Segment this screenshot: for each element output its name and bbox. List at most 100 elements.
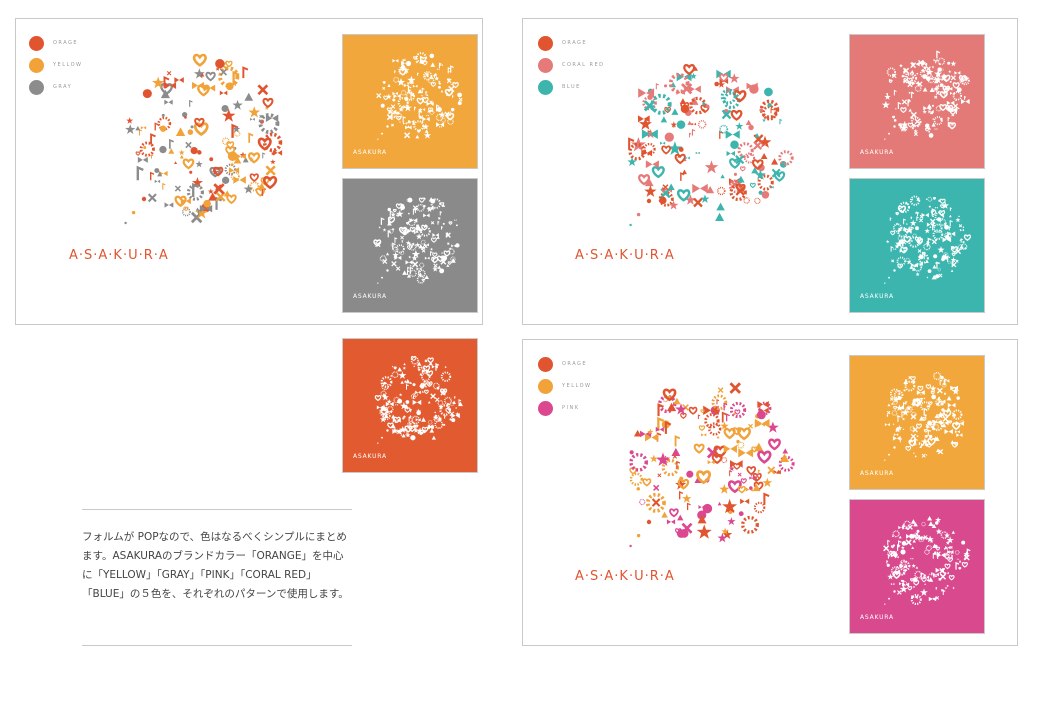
pattern-mark <box>677 514 684 521</box>
pattern-mark <box>392 208 397 213</box>
pattern-mark <box>225 82 234 91</box>
color-swatch-gray: ASAKURA <box>342 178 478 313</box>
pattern-mark <box>947 116 950 122</box>
pattern-mark <box>899 584 908 593</box>
pattern-mark <box>248 132 254 143</box>
pattern-mark <box>429 247 434 251</box>
bubble-tail-dot <box>386 269 389 272</box>
pattern-mark <box>147 193 157 203</box>
pattern-mark <box>735 186 745 196</box>
pattern-mark <box>405 260 413 265</box>
pattern-mark <box>426 94 429 97</box>
pattern-mark <box>733 172 737 176</box>
pattern-mark <box>421 249 426 253</box>
pattern-mark <box>885 239 890 244</box>
pattern-mark <box>675 528 682 535</box>
pattern-mark <box>690 72 697 80</box>
pattern-mark <box>929 539 934 543</box>
pattern-mark <box>745 119 752 125</box>
pattern-mark <box>960 243 968 250</box>
pattern-mark <box>435 113 444 122</box>
pattern-mark <box>159 145 167 154</box>
pattern-mark <box>889 397 894 401</box>
pattern-mark <box>746 466 757 476</box>
pattern-mark <box>401 239 404 243</box>
pattern-mark <box>931 104 935 107</box>
pattern-mark <box>406 68 410 71</box>
swatch-wordmark: ASAKURA <box>860 614 894 621</box>
pattern-mark <box>421 278 425 282</box>
pattern-mark <box>729 183 747 202</box>
pattern-mark <box>432 266 438 272</box>
pattern-mark <box>910 111 917 118</box>
pattern-mark <box>431 200 435 204</box>
pattern-mark <box>400 90 407 96</box>
pattern-mark <box>902 402 907 409</box>
pattern-mark <box>693 443 705 454</box>
pattern-mark <box>451 244 457 248</box>
bubble-tail-dot <box>884 459 886 461</box>
pattern-mark <box>890 545 895 549</box>
pattern-mark <box>951 409 963 420</box>
pattern-mark <box>205 71 216 82</box>
pattern-mark <box>893 390 904 400</box>
pattern-mark <box>928 401 933 406</box>
pattern-mark <box>379 415 387 423</box>
bubble-tail-dot <box>636 533 641 538</box>
pattern-mark <box>203 199 211 208</box>
pattern-mark <box>905 72 918 84</box>
pattern-mark <box>242 156 249 163</box>
pattern-mark <box>711 394 728 411</box>
asakura-wordmark: A·S·A·K·U·R·A <box>69 248 169 263</box>
pattern-mark <box>239 151 247 159</box>
pattern-mark <box>940 420 949 426</box>
pattern-mark <box>450 65 454 73</box>
pattern-mark <box>720 88 737 105</box>
pattern-mark <box>733 462 741 470</box>
pattern-mark <box>422 123 430 130</box>
pattern-mark <box>894 107 897 110</box>
pattern-mark <box>416 267 422 271</box>
pattern-mark <box>757 469 761 475</box>
pattern-mark <box>416 408 422 414</box>
pattern-mark <box>955 217 961 223</box>
bubble-tail-dot <box>629 223 632 227</box>
pattern-mark <box>424 389 429 395</box>
pattern-mark <box>638 174 651 186</box>
pattern-mark <box>891 410 898 416</box>
pattern-mark <box>958 567 962 570</box>
pattern-mark <box>383 413 389 419</box>
pattern-mark <box>657 416 665 431</box>
pattern-mark <box>891 73 897 79</box>
pattern-mark <box>407 82 412 85</box>
pattern-mark <box>907 122 914 128</box>
pattern-mark <box>955 259 959 263</box>
pattern-mark <box>667 141 683 155</box>
pattern-mark <box>957 87 960 92</box>
pattern-mark <box>689 96 707 115</box>
pattern-mark <box>729 470 733 477</box>
pattern-mark <box>932 215 935 217</box>
pattern-mark <box>962 241 965 244</box>
pattern-mark <box>901 99 908 105</box>
pattern-mark <box>409 266 414 274</box>
pattern-mark <box>902 580 905 583</box>
pattern-mark <box>899 249 906 253</box>
pattern-mark <box>428 424 434 430</box>
pattern-mark <box>708 422 722 436</box>
pattern-mark <box>411 255 418 261</box>
pattern-mark <box>893 119 897 122</box>
pattern-mark <box>190 146 198 155</box>
pattern-mark <box>233 156 242 164</box>
pattern-mark <box>420 225 431 237</box>
pattern-mark <box>723 427 736 440</box>
pattern-mark <box>927 443 932 448</box>
pattern-mark <box>891 535 894 537</box>
pattern-mark <box>400 401 408 410</box>
pattern-mark <box>901 541 907 546</box>
pattern-mark <box>398 226 408 235</box>
pattern-mark <box>661 511 668 518</box>
pattern-mark <box>767 466 776 475</box>
color-swatch-orange: ASAKURA <box>342 34 478 169</box>
pattern-mark <box>430 250 433 256</box>
